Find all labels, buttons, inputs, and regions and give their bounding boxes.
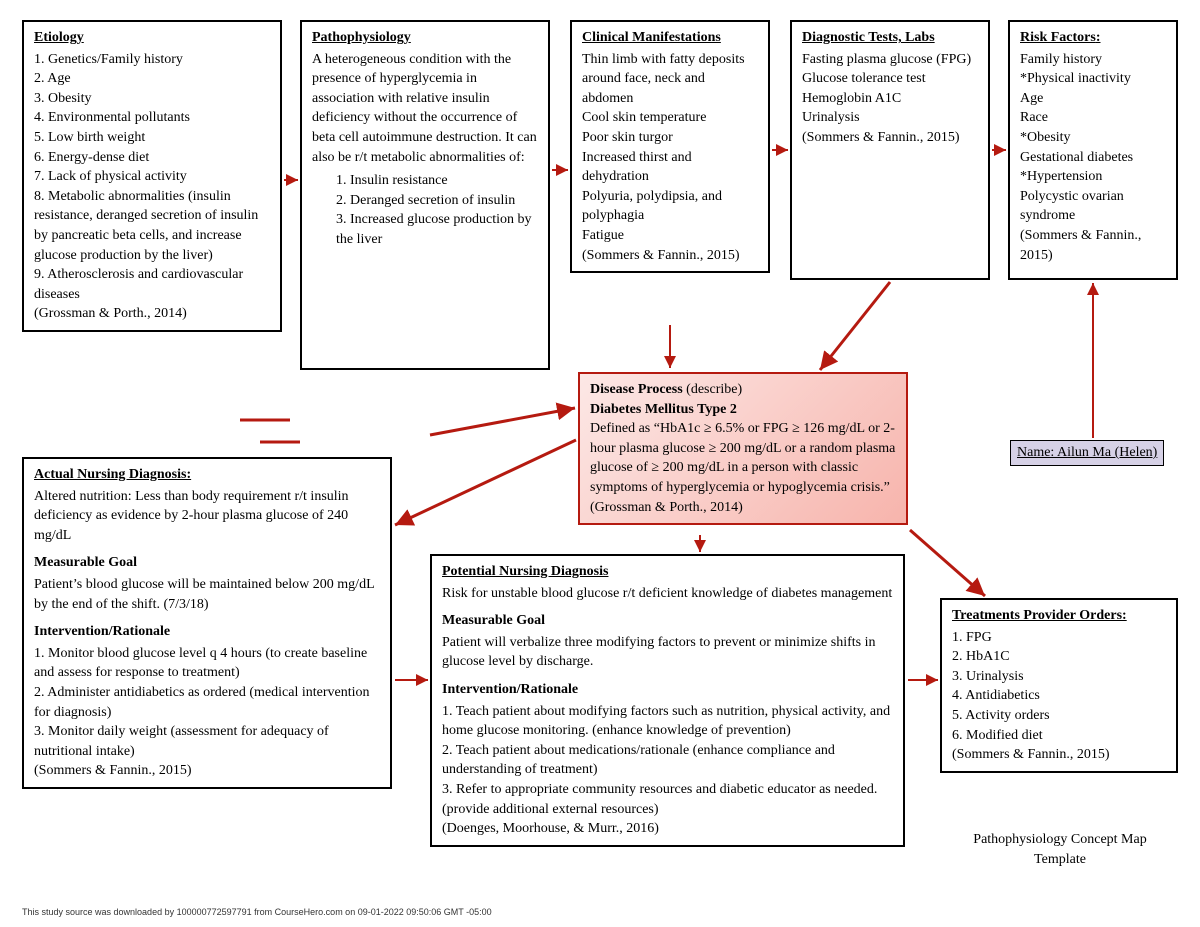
etiology-body: 1. Genetics/Family history 2. Age 3. Obe…	[34, 50, 270, 324]
template-caption: Pathophysiology Concept Map Template	[950, 830, 1170, 869]
potential-goal-title: Measurable Goal	[442, 611, 893, 631]
risk-title-text: Risk Factors	[1020, 30, 1096, 45]
patho-lead: A heterogeneous condition with the prese…	[312, 50, 538, 168]
patho-title: Pathophysiology	[312, 28, 538, 48]
etiology-box: Etiology 1. Genetics/Family history 2. A…	[22, 20, 282, 332]
potential-goal-text: Patient will verbalize three modifying f…	[442, 633, 893, 672]
arrow-diag-disease	[820, 282, 890, 370]
potential-dx-text: Risk for unstable blood glucose r/t defi…	[442, 584, 893, 604]
disease-body: Defined as “HbA1c ≥ 6.5% or FPG ≥ 126 mg…	[590, 419, 896, 517]
risk-body: Family history *Physical inactivity Age …	[1020, 50, 1166, 266]
disease-name: Diabetes Mellitus Type 2	[590, 400, 896, 420]
disease-process-box: Disease Process (describe) Diabetes Mell…	[578, 372, 908, 525]
potential-dx-box: Potential Nursing Diagnosis Risk for uns…	[430, 554, 905, 847]
risk-title: Risk Factors:	[1020, 28, 1166, 48]
disease-header: Disease Process (describe)	[590, 380, 896, 400]
actual-dx-title: Actual Nursing Diagnosis:	[34, 465, 380, 485]
treatments-body: 1. FPG 2. HbA1C 3. Urinalysis 4. Antidia…	[952, 628, 1166, 765]
diagnostics-body: Fasting plasma glucose (FPG) Glucose tol…	[802, 50, 978, 148]
diagnostics-box: Diagnostic Tests, Labs Fasting plasma gl…	[790, 20, 990, 280]
actual-dx-box: Actual Nursing Diagnosis: Altered nutrit…	[22, 457, 392, 789]
actual-dx-text: Altered nutrition: Less than body requir…	[34, 487, 380, 546]
actual-int-title: Intervention/Rationale	[34, 622, 380, 642]
arrow-disease-treatments	[910, 530, 985, 596]
clinical-title: Clinical Manifestations	[582, 28, 758, 48]
potential-dx-title: Potential Nursing Diagnosis	[442, 562, 893, 582]
disease-paren: (describe)	[683, 382, 742, 397]
clinical-body: Thin limb with fatty deposits around fac…	[582, 50, 758, 266]
potential-int-title: Intervention/Rationale	[442, 680, 893, 700]
patho-box: Pathophysiology A heterogeneous conditio…	[300, 20, 550, 370]
actual-int-text: 1. Monitor blood glucose level q 4 hours…	[34, 644, 380, 781]
risk-box: Risk Factors: Family history *Physical i…	[1008, 20, 1178, 280]
disease-label: Disease Process	[590, 382, 683, 397]
risk-colon: :	[1096, 30, 1101, 45]
actual-goal-text: Patient’s blood glucose will be maintain…	[34, 575, 380, 614]
treatments-title: Treatments Provider Orders:	[952, 606, 1166, 626]
treatments-box: Treatments Provider Orders: 1. FPG 2. Hb…	[940, 598, 1178, 773]
actual-goal-title: Measurable Goal	[34, 553, 380, 573]
student-name-box: Name: Ailun Ma (Helen)	[1010, 440, 1164, 466]
etiology-title: Etiology	[34, 28, 270, 48]
arrow-patho-disease	[430, 408, 575, 435]
potential-int-text: 1. Teach patient about modifying factors…	[442, 702, 893, 839]
clinical-box: Clinical Manifestations Thin limb with f…	[570, 20, 770, 273]
footer-watermark: This study source was downloaded by 1000…	[22, 906, 492, 919]
patho-items: 1. Insulin resistance 2. Deranged secret…	[312, 171, 538, 249]
arrow-disease-actual	[395, 440, 576, 525]
diagnostics-title: Diagnostic Tests, Labs	[802, 28, 978, 48]
